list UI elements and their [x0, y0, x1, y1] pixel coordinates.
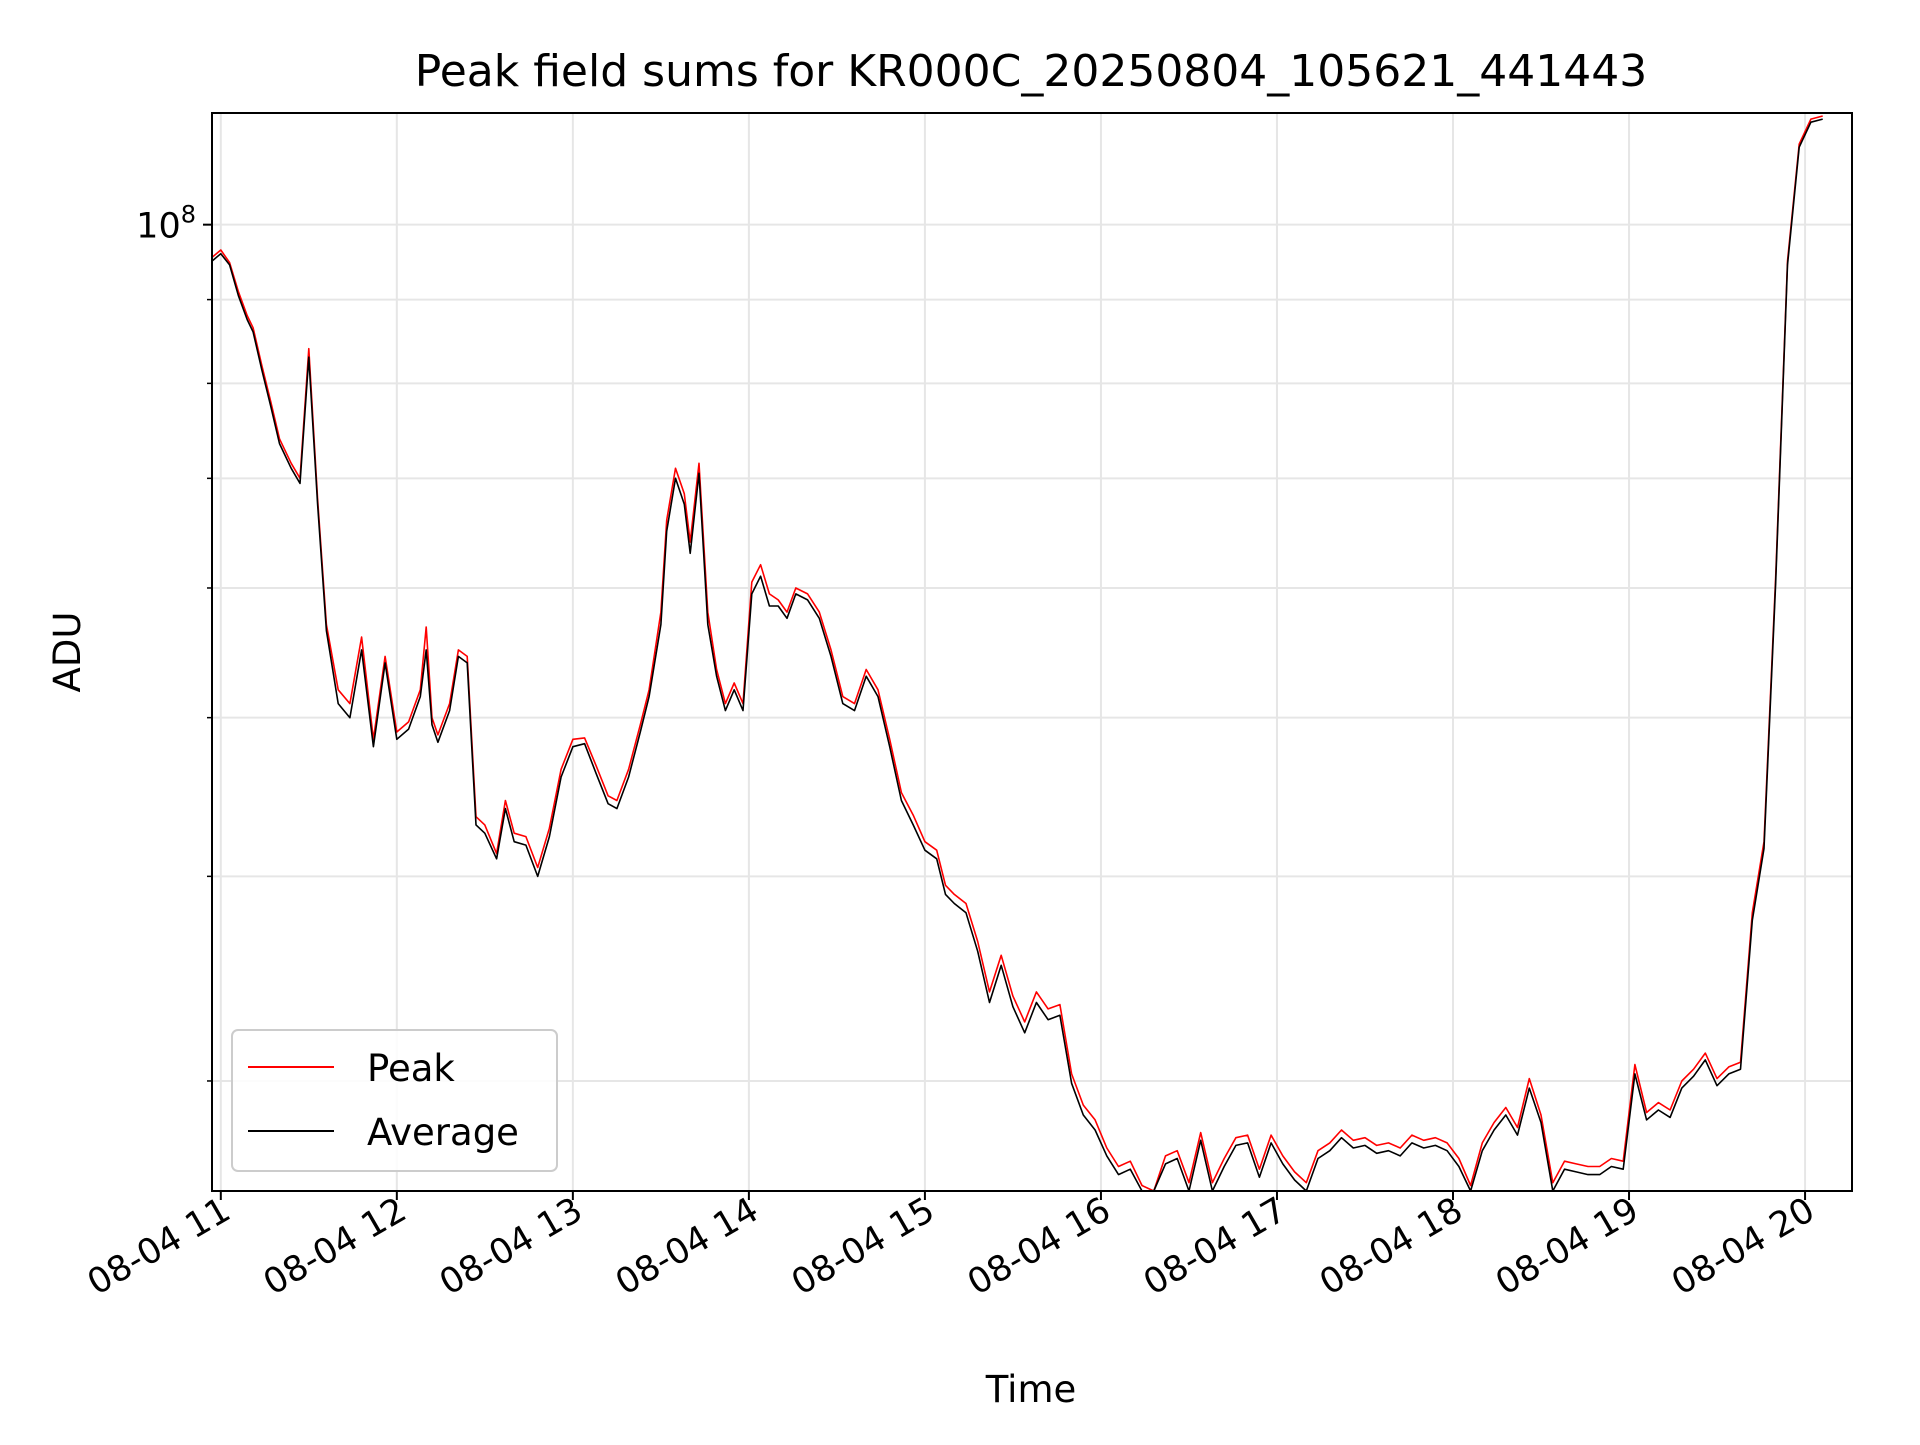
plot-frame — [211, 112, 1853, 1192]
series-line-average — [211, 118, 1823, 1192]
legend: Peak Average — [231, 1029, 558, 1172]
chart-title: Peak field sums for KR000C_20250804_1056… — [415, 46, 1647, 97]
legend-label-average: Average — [367, 1111, 519, 1154]
legend-label-peak: Peak — [367, 1047, 455, 1090]
y-axis-ticks: 108 — [136, 201, 212, 1082]
y-tick-label: 108 — [136, 201, 196, 247]
series-line-peak — [211, 115, 1823, 1192]
series-layer — [211, 115, 1823, 1192]
y-axis-label: ADU — [46, 612, 89, 693]
grid-layer — [212, 113, 1852, 1191]
x-axis-label: Time — [985, 1368, 1077, 1411]
legend-box — [231, 1029, 558, 1172]
